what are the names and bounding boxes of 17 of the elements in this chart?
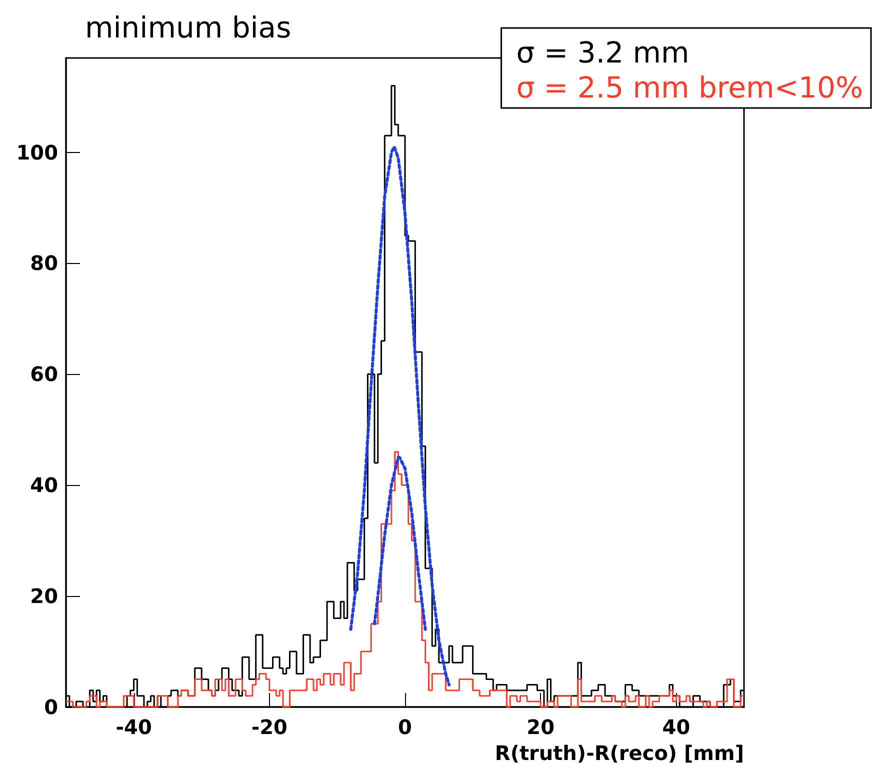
y-tick-label: 40 [30, 473, 58, 498]
text: σ = 3.2 mm [516, 36, 690, 70]
x-tick-label: 0 [398, 715, 412, 739]
text: σ = 2.5 mm brem<10% [516, 70, 864, 104]
x-tick-label: -20 [251, 715, 288, 739]
x-axis-title: R(truth)-R(reco) [mm] [494, 741, 744, 765]
line-series [372, 456, 427, 631]
x-tick-label: 40 [662, 715, 690, 739]
chart-title: minimum bias [85, 10, 292, 44]
y-tick-label: 0 [44, 695, 58, 719]
y-tick-label: 60 [30, 362, 58, 386]
x-tick-label: 20 [526, 715, 555, 739]
y-tick-label: 20 [30, 584, 58, 608]
line-series [349, 145, 451, 686]
x-tick-label: -40 [116, 715, 152, 739]
y-tick-label: 80 [30, 251, 58, 276]
y-tick-label: 100 [16, 140, 58, 164]
